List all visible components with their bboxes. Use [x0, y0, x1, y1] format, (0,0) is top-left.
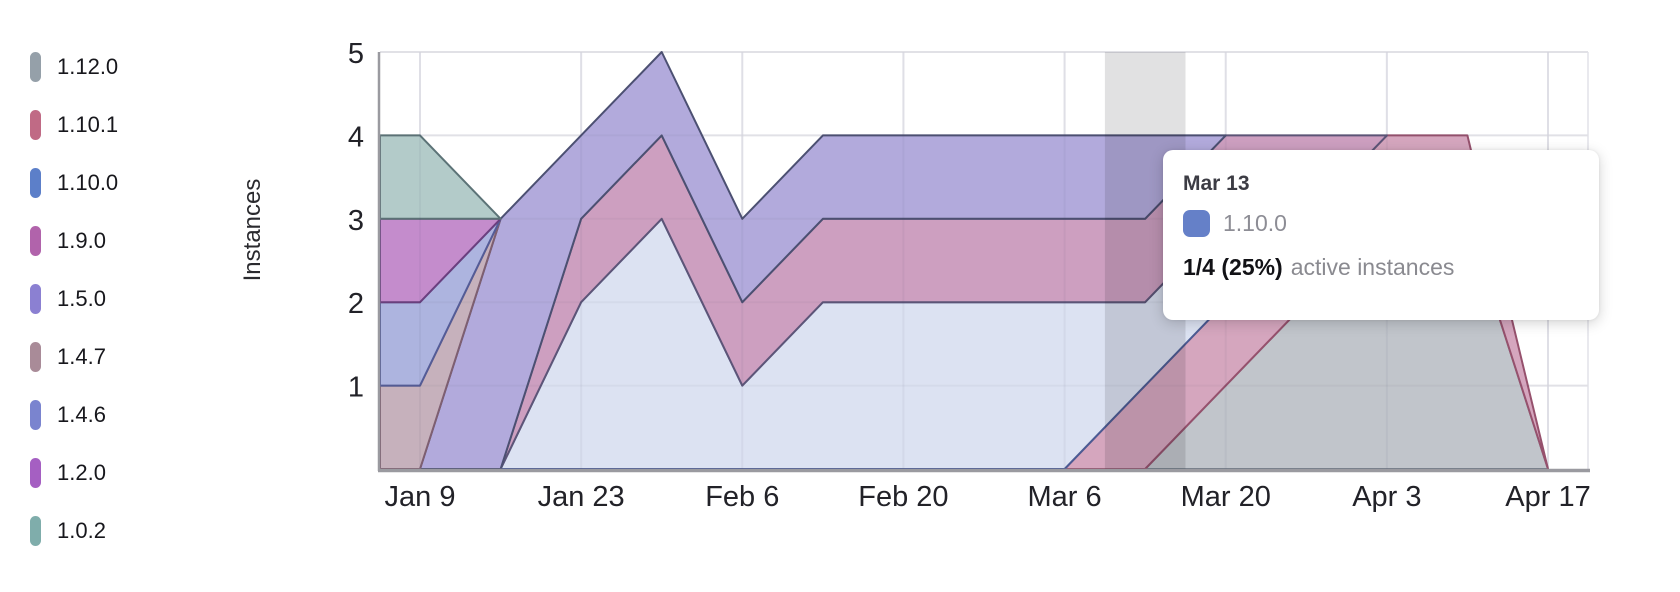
legend-item-label: 1.5.0 [57, 286, 106, 311]
legend-item-1-10-0[interactable]: 1.10.0 [30, 168, 118, 198]
area-1.0.2 [379, 134, 502, 220]
legend-swatch-icon [30, 284, 41, 314]
legend-swatch-icon [30, 52, 41, 82]
legend-item-1-0-2[interactable]: 1.0.2 [30, 516, 118, 546]
legend-item-label: 1.10.0 [57, 170, 119, 195]
legend-item-label: 1.9.0 [57, 228, 106, 253]
x-tick-label: Mar 20 [1181, 481, 1271, 513]
y-tick-label: 5 [348, 38, 364, 70]
legend-item-label: 1.4.7 [57, 344, 106, 369]
tooltip-value: 1/4 (25%) [1183, 254, 1283, 280]
legend-item-1-5-0[interactable]: 1.5.0 [30, 284, 118, 314]
legend-swatch-icon [30, 342, 41, 372]
legend-item-1-4-6[interactable]: 1.4.6 [30, 400, 118, 430]
tooltip-value-caption: active instances [1290, 254, 1455, 280]
tooltip-series-swatch-icon [1183, 210, 1210, 237]
chart-tooltip: Mar 13 1.10.0 1/4 (25%) active instances [1163, 150, 1599, 320]
legend-item-1-10-1[interactable]: 1.10.1 [30, 110, 118, 140]
legend-item-1-2-0[interactable]: 1.2.0 [30, 458, 118, 488]
legend-item-label: 1.10.1 [57, 112, 119, 137]
tooltip-series-name: 1.10.0 [1223, 210, 1287, 236]
legend-swatch-icon [30, 110, 41, 140]
x-tick-label: Jan 23 [538, 481, 625, 513]
tooltip-date: Mar 13 [1183, 172, 1250, 195]
legend-item-1-9-0[interactable]: 1.9.0 [30, 226, 118, 256]
legend-item-label: 1.4.6 [57, 402, 106, 427]
tick-labels: Jan 9 Jan 23 Feb 6 Feb 20 Mar 6 Mar 20 Apr 3 Ap… [348, 38, 1591, 513]
x-tick-label: Apr 17 [1505, 481, 1590, 513]
x-tick-label: Apr 3 [1352, 481, 1421, 513]
x-tick-label: Jan 9 [385, 481, 456, 513]
legend-swatch-icon [30, 226, 41, 256]
x-tick-label: Feb 6 [705, 481, 779, 513]
y-tick-label: 3 [348, 205, 364, 237]
y-tick-label: 4 [348, 121, 364, 153]
y-tick-label: 2 [348, 288, 364, 320]
y-tick-label: 1 [348, 372, 364, 404]
legend-item-1-12-0[interactable]: 1.12.0 [30, 52, 118, 82]
legend-swatch-icon [30, 168, 41, 198]
legend-swatch-icon [30, 458, 41, 488]
chart-legend: 1.12.0 1.10.1 1.10.0 1.9.0 1.5.0 1.4.7 1… [30, 52, 118, 574]
legend-item-label: 1.0.2 [57, 518, 106, 543]
x-tick-label: Mar 6 [1028, 481, 1102, 513]
axes [377, 52, 1590, 473]
legend-item-label: 1.12.0 [57, 54, 119, 79]
x-tick-label: Feb 20 [858, 481, 948, 513]
legend-swatch-icon [30, 516, 41, 546]
legend-swatch-icon [30, 400, 41, 430]
legend-item-1-4-7[interactable]: 1.4.7 [30, 342, 118, 372]
legend-item-label: 1.2.0 [57, 460, 106, 485]
area-1.5.0 [419, 51, 1227, 470]
